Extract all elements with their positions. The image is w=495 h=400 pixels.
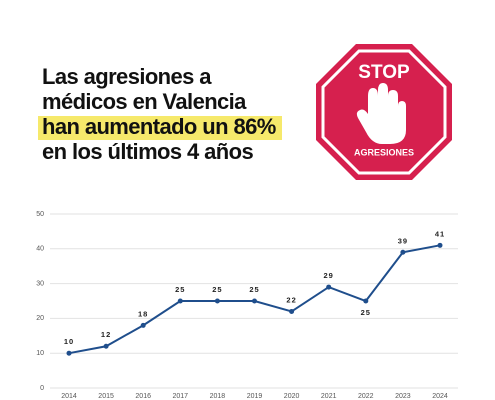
stop-sign bbox=[316, 44, 452, 180]
point bbox=[437, 242, 443, 248]
x-tick-label: 2018 bbox=[210, 393, 226, 400]
x-tick-label: 2024 bbox=[432, 393, 448, 400]
y-tick-label: 0 bbox=[40, 385, 44, 392]
sign-inner bbox=[321, 49, 447, 175]
x-tick-label: 2022 bbox=[358, 393, 374, 400]
sign-top: STOP bbox=[358, 62, 410, 83]
point bbox=[252, 298, 257, 304]
data-label: 25 bbox=[175, 285, 185, 294]
highlight bbox=[38, 116, 282, 140]
y-tick-label: 50 bbox=[36, 211, 44, 218]
point bbox=[103, 343, 109, 349]
point bbox=[66, 350, 72, 356]
x-tick-label: 2021 bbox=[321, 393, 337, 400]
data-label: 18 bbox=[138, 309, 148, 318]
y-tick-label: 40 bbox=[36, 246, 44, 253]
data-label: 29 bbox=[324, 271, 334, 280]
x-tick-label: 2019 bbox=[247, 393, 263, 400]
x-tick-label: 2016 bbox=[135, 393, 151, 400]
y-tick-label: 20 bbox=[36, 315, 44, 322]
data-label: 10 bbox=[64, 337, 74, 346]
data-label: 39 bbox=[398, 236, 408, 245]
x-tick-label: 2014 bbox=[61, 393, 77, 400]
y-tick-label: 10 bbox=[36, 350, 44, 357]
y-tick-label: 30 bbox=[36, 280, 44, 287]
hand-icon bbox=[356, 83, 406, 144]
point bbox=[326, 284, 332, 290]
x-tick-label: 2017 bbox=[173, 393, 189, 400]
title-line: Las agresiones a bbox=[42, 64, 212, 89]
data-label: 25 bbox=[212, 285, 222, 294]
data-label: 12 bbox=[101, 330, 111, 339]
data-label: 22 bbox=[286, 295, 296, 304]
x-tick-label: 2015 bbox=[98, 393, 114, 400]
point bbox=[177, 298, 183, 304]
x-tick-label: 2023 bbox=[395, 393, 411, 400]
title-line: médicos en Valencia bbox=[42, 89, 247, 114]
x-tick-label: 2020 bbox=[284, 393, 300, 400]
sign-bottom: AGRESIONES bbox=[354, 147, 414, 157]
data-label: 41 bbox=[435, 229, 445, 238]
data-label: 25 bbox=[249, 285, 259, 294]
point bbox=[289, 308, 295, 314]
point bbox=[400, 249, 406, 255]
point bbox=[214, 298, 220, 304]
title-line: han aumentado un 86% bbox=[42, 114, 276, 139]
title-line: en los últimos 4 años bbox=[42, 139, 253, 164]
point bbox=[363, 298, 369, 304]
data-label: 25 bbox=[361, 308, 371, 317]
point bbox=[140, 322, 146, 328]
